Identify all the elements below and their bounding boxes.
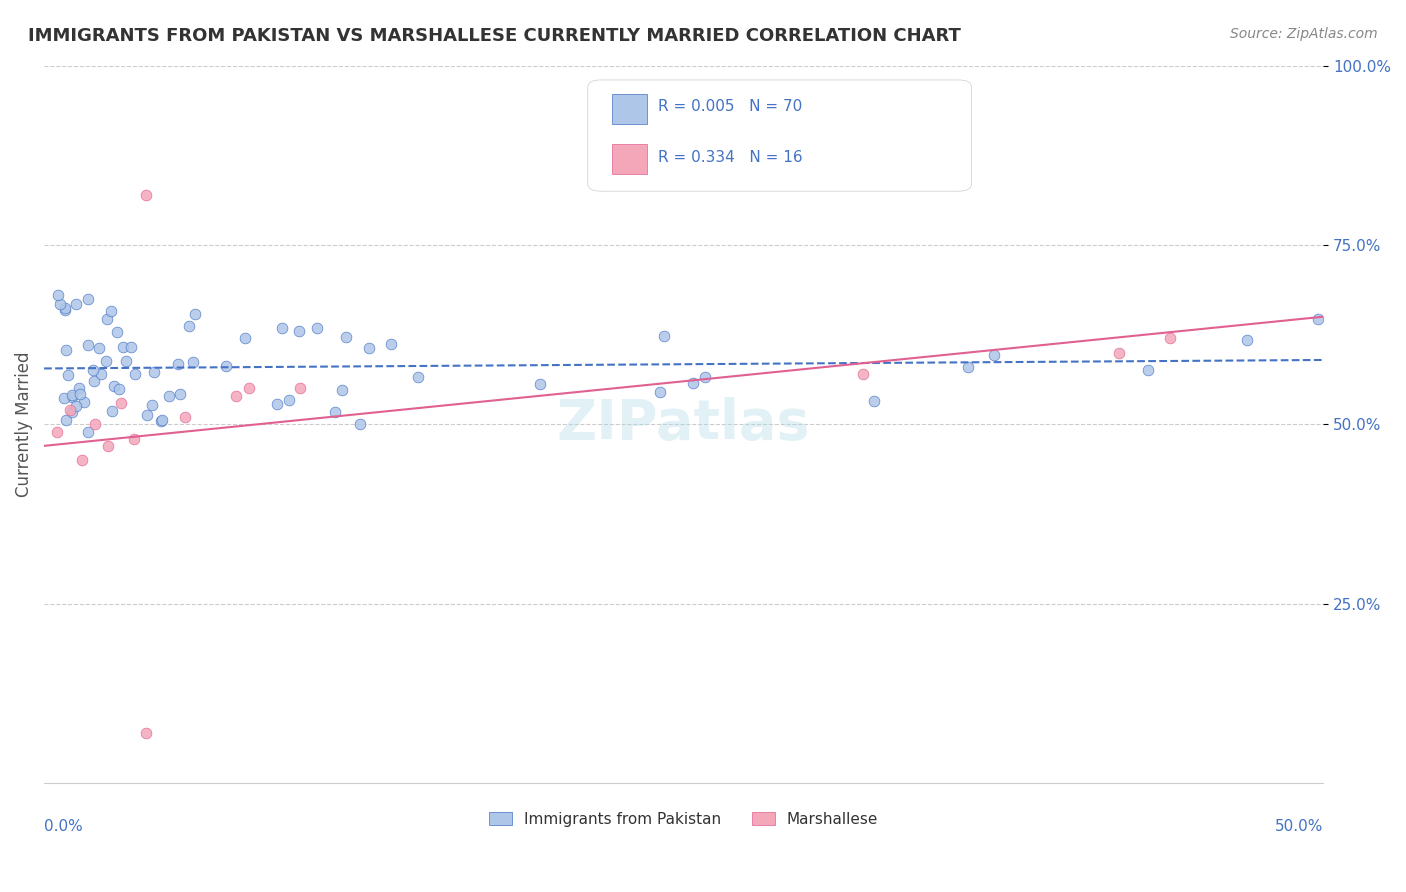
Point (97, 439, 120, 453)
FancyBboxPatch shape (612, 144, 647, 174)
Point (529, 377, 551, 392)
Point (648, 385, 671, 400)
Point (150, 414, 173, 428)
Point (288, 381, 311, 395)
Legend: Immigrants from Pakistan, Marshallese: Immigrants from Pakistan, Marshallese (482, 805, 884, 833)
Point (141, 398, 163, 412)
Point (83, 374, 105, 388)
Point (62, 390, 84, 404)
Point (359, 341, 381, 355)
Point (84, 417, 107, 432)
Point (124, 368, 146, 382)
Point (122, 432, 145, 446)
Point (305, 321, 328, 335)
Point (225, 389, 247, 403)
Point (270, 321, 292, 335)
Point (1136, 363, 1159, 377)
Point (169, 387, 191, 401)
Point (1236, 333, 1258, 347)
Point (380, 337, 402, 351)
Point (173, 410, 195, 425)
Point (55, 343, 77, 357)
Point (349, 417, 371, 431)
Point (90, 367, 112, 381)
FancyBboxPatch shape (588, 80, 972, 191)
Point (266, 397, 288, 411)
Point (862, 393, 884, 408)
Point (53, 301, 76, 315)
Point (76, 293, 98, 307)
Point (852, 367, 875, 381)
Text: 50.0%: 50.0% (1275, 819, 1323, 834)
Point (56, 368, 79, 382)
Text: 0.0%: 0.0% (44, 819, 83, 834)
Point (238, 381, 260, 395)
Point (1308, 312, 1330, 326)
Point (69, 387, 91, 401)
Point (105, 325, 128, 339)
Point (103, 379, 125, 393)
Point (143, 365, 166, 379)
Point (1159, 331, 1181, 345)
Point (406, 369, 429, 384)
Point (167, 357, 190, 371)
Point (323, 405, 346, 419)
Point (181, 355, 204, 369)
Text: Source: ZipAtlas.com: Source: ZipAtlas.com (1230, 27, 1378, 41)
Point (67, 381, 90, 395)
Point (112, 340, 135, 354)
Point (96, 311, 118, 326)
Point (101, 404, 124, 418)
Text: R = 0.005   N = 70: R = 0.005 N = 70 (658, 99, 803, 114)
Point (60, 388, 83, 402)
Point (983, 348, 1005, 362)
FancyBboxPatch shape (612, 94, 647, 124)
Point (46, 287, 69, 301)
Point (235, 331, 257, 345)
Point (115, 353, 138, 368)
Point (1108, 345, 1130, 359)
Point (693, 370, 716, 384)
Point (65, 400, 87, 414)
Point (179, 318, 201, 333)
Point (49, 297, 72, 311)
Point (55, 413, 77, 427)
Point (72, 453, 94, 467)
Point (278, 392, 301, 407)
Point (60, 404, 83, 418)
Text: R = 0.334   N = 16: R = 0.334 N = 16 (658, 150, 803, 165)
Point (335, 330, 357, 344)
Point (65, 296, 87, 310)
Point (157, 389, 180, 403)
Point (59, 403, 82, 417)
Point (110, 396, 132, 410)
Point (73, 395, 96, 409)
Point (53, 391, 76, 405)
Point (45, 425, 67, 439)
Text: IMMIGRANTS FROM PAKISTAN VS MARSHALLESE CURRENTLY MARRIED CORRELATION CHART: IMMIGRANTS FROM PAKISTAN VS MARSHALLESE … (28, 27, 960, 45)
Point (77, 425, 100, 439)
Point (152, 413, 174, 427)
Point (108, 382, 131, 396)
Point (330, 383, 353, 397)
Point (53, 303, 76, 318)
Point (76, 338, 98, 352)
Point (94, 354, 117, 368)
Point (82, 362, 104, 376)
Point (135, 187, 157, 202)
Point (957, 359, 980, 374)
Point (682, 376, 704, 391)
Point (215, 359, 238, 374)
Text: ZIPatlas: ZIPatlas (557, 397, 810, 451)
Point (652, 328, 675, 343)
Point (100, 304, 122, 318)
Point (288, 324, 311, 338)
Point (120, 340, 142, 354)
Point (89, 341, 111, 355)
Point (183, 307, 205, 321)
Point (135, 726, 157, 740)
Y-axis label: Currently Married: Currently Married (15, 351, 32, 497)
Point (136, 408, 159, 422)
